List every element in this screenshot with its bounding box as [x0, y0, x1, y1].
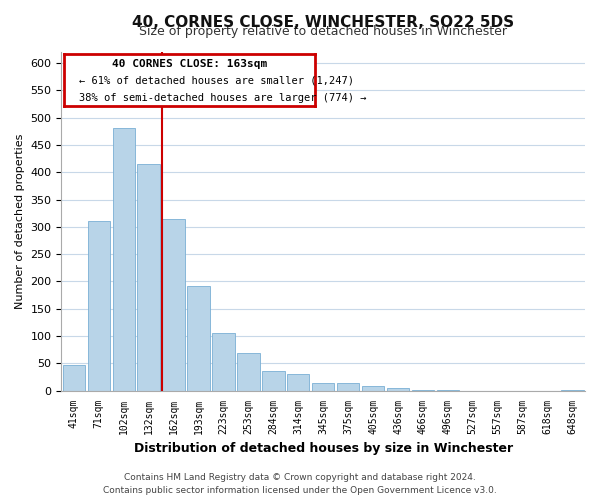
Bar — [137, 164, 160, 391]
Bar — [412, 390, 434, 391]
Bar — [187, 286, 210, 391]
Bar — [337, 383, 359, 391]
Bar — [62, 365, 85, 391]
Bar — [437, 390, 459, 391]
Bar — [387, 388, 409, 391]
Bar — [562, 390, 584, 391]
Bar — [237, 353, 260, 391]
Y-axis label: Number of detached properties: Number of detached properties — [15, 134, 25, 309]
Bar — [287, 374, 310, 391]
Bar — [163, 218, 185, 391]
Bar — [312, 383, 334, 391]
Title: 40, CORNES CLOSE, WINCHESTER, SO22 5DS: 40, CORNES CLOSE, WINCHESTER, SO22 5DS — [132, 15, 514, 30]
X-axis label: Distribution of detached houses by size in Winchester: Distribution of detached houses by size … — [134, 442, 513, 455]
Text: Contains HM Land Registry data © Crown copyright and database right 2024.
Contai: Contains HM Land Registry data © Crown c… — [103, 473, 497, 495]
Bar — [88, 222, 110, 391]
Bar — [262, 371, 284, 391]
Text: Size of property relative to detached houses in Winchester: Size of property relative to detached ho… — [139, 26, 507, 38]
Bar — [362, 386, 384, 391]
Bar — [212, 334, 235, 391]
Bar — [113, 128, 135, 391]
